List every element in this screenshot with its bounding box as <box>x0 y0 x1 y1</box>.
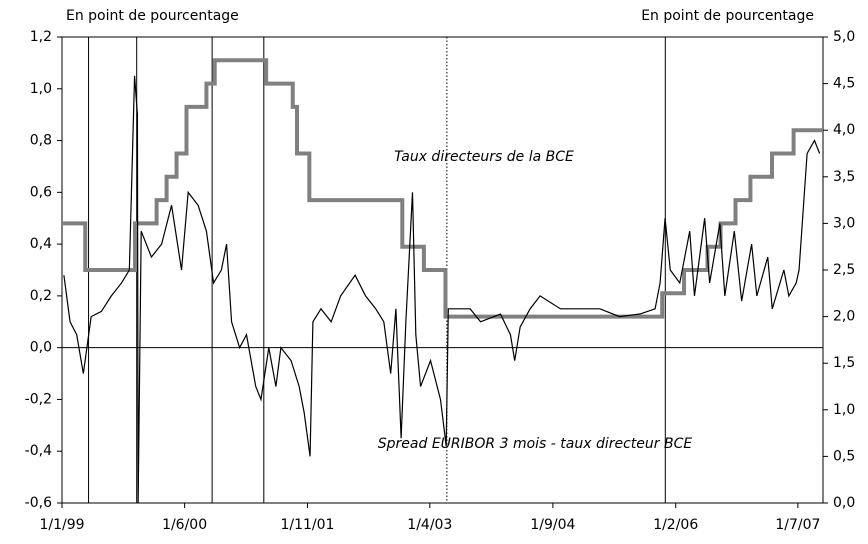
x-tick-label: 1/7/07 <box>775 517 820 533</box>
y2-tick-label: 2,0 <box>833 309 855 325</box>
y-tick-label: 0,8 <box>30 133 52 149</box>
y-tick-label: -0,4 <box>25 443 52 459</box>
x-tick-label: 1/2/06 <box>653 517 698 533</box>
y-tick-label: -0,2 <box>25 391 52 407</box>
x-tick-label: 1/6/00 <box>162 517 207 533</box>
y-tick-label: 1,0 <box>30 81 52 97</box>
policy-rate-line <box>62 58 823 319</box>
series-annotation: Spread EURIBOR 3 mois - taux directeur B… <box>378 436 693 452</box>
y2-tick-label: 4,5 <box>833 76 855 92</box>
y-axis-label: En point de pourcentage <box>66 8 239 24</box>
y-tick-label: 1,2 <box>30 29 52 45</box>
y2-tick-label: 3,0 <box>833 215 855 231</box>
y2-tick-label: 5,0 <box>833 29 855 45</box>
series-annotation: Taux directeurs de la BCE <box>394 149 574 165</box>
x-tick-label: 1/1/99 <box>39 517 84 533</box>
y2-tick-label: 1,0 <box>833 402 855 418</box>
spread-line <box>63 75 821 504</box>
x-tick-label: 1/4/03 <box>407 517 452 533</box>
y-tick-label: 0,6 <box>30 184 52 200</box>
y-tick-label: 0,2 <box>30 288 52 304</box>
y2-tick-label: 4,0 <box>833 122 855 138</box>
x-tick-label: 1/9/04 <box>530 517 575 533</box>
y2-tick-label: 0,5 <box>833 448 855 464</box>
y2-tick-label: 3,5 <box>833 169 855 185</box>
y2-tick-label: 2,5 <box>833 262 855 278</box>
y2-tick-label: 0,0 <box>833 495 855 511</box>
y2-tick-label: 1,5 <box>833 355 855 371</box>
y-tick-label: 0,4 <box>30 236 52 252</box>
y-tick-label: 0,0 <box>30 340 52 356</box>
y2-axis-label: En point de pourcentage <box>641 8 814 24</box>
x-tick-label: 1/11/01 <box>280 517 334 533</box>
y-tick-label: -0,6 <box>25 495 52 511</box>
